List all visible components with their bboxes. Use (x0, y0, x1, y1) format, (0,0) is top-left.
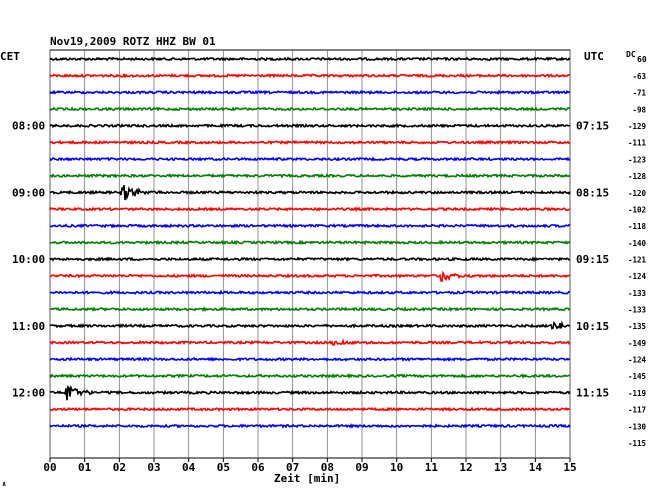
dc-offset-label: -120 (628, 189, 647, 198)
dc-offset-label: -128 (628, 172, 647, 181)
x-tick-label: 05 (217, 461, 230, 474)
right-hour-label: 07:15 (576, 120, 609, 133)
dc-offset-label: -145 (628, 372, 646, 381)
seismogram-trace (49, 406, 571, 413)
x-tick-label: 13 (494, 461, 507, 474)
dc-offset-label: -140 (628, 239, 647, 248)
seismogram-trace (49, 306, 571, 313)
dc-offset-label: -98 (632, 105, 646, 114)
x-tick-label: 06 (251, 461, 265, 474)
x-tick-label: 15 (563, 461, 576, 474)
right-hour-label: 08:15 (576, 186, 609, 199)
right-hour-label: 09:15 (576, 253, 609, 266)
dc-offset-label: -124 (628, 272, 647, 281)
dc-offset-label: -133 (628, 289, 647, 298)
right-hour-label: 10:15 (576, 320, 609, 333)
dc-offset-label: -133 (628, 306, 647, 315)
seismogram-trace (49, 89, 571, 96)
chart-labels: Nov19,2009 ROTZ HHZ BW 01 CET UTC DC 60 … (0, 35, 647, 488)
x-tick-label: 01 (78, 461, 92, 474)
dc-offset-label: -115 (628, 439, 646, 448)
corner-mark: ∧ (2, 480, 6, 488)
dc-offset-label: -118 (628, 222, 647, 231)
left-hour-label: 12:00 (12, 387, 45, 400)
dc-header-subscript: 60 (637, 55, 647, 64)
seismogram-trace (49, 384, 571, 401)
x-tick-label: 08 (321, 461, 334, 474)
seismogram-trace (49, 223, 571, 229)
dc-header-label: DC (626, 50, 636, 59)
x-tick-label: 00 (43, 461, 56, 474)
dc-offset-label: -130 (628, 422, 647, 431)
seismogram-trace (49, 185, 571, 201)
dc-offset-label: -135 (628, 322, 646, 331)
dc-offset-label: -111 (628, 139, 647, 148)
dc-offset-label: -124 (628, 356, 647, 365)
dc-offset-label: -129 (628, 122, 647, 131)
x-tick-label: 11 (425, 461, 439, 474)
dc-offset-label: -102 (628, 205, 646, 214)
right-timezone-label: UTC (584, 50, 604, 63)
x-tick-label: 09 (355, 461, 368, 474)
seismogram-trace (49, 320, 571, 330)
seismogram-traces (49, 56, 571, 429)
plot-frame (49, 49, 571, 459)
left-hour-label: 10:00 (12, 253, 45, 266)
left-hour-label: 08:00 (12, 120, 45, 133)
dc-offset-label: -117 (628, 406, 646, 415)
x-tick-label: 07 (286, 461, 299, 474)
seismogram-trace (49, 356, 571, 363)
seismogram-trace (49, 106, 571, 112)
seismogram-trace (49, 72, 571, 79)
seismogram-trace (49, 289, 571, 296)
dc-offset-label: -71 (632, 89, 646, 98)
chart-title: Nov19,2009 ROTZ HHZ BW 01 (50, 35, 216, 48)
seismogram-trace (49, 423, 571, 429)
dc-offset-label: -119 (628, 389, 647, 398)
seismogram-trace (49, 373, 571, 379)
seismogram-trace (49, 139, 571, 146)
seismogram-trace (49, 270, 571, 283)
right-hour-label: 11:15 (576, 387, 609, 400)
seismogram-trace (49, 239, 571, 246)
dc-offset-label: -149 (628, 339, 647, 348)
chart-grid (49, 49, 571, 462)
left-timezone-label: CET (0, 50, 20, 63)
x-axis-label: Zeit [min] (274, 472, 340, 485)
dc-offset-label: -121 (628, 255, 647, 264)
seismogram-trace (49, 56, 571, 62)
seismogram-trace (49, 173, 571, 179)
x-tick-label: 10 (390, 461, 403, 474)
left-hour-label: 11:00 (12, 320, 45, 333)
seismogram-trace (49, 338, 571, 346)
dc-offset-label: -63 (632, 72, 646, 81)
seismogram-trace (49, 122, 571, 129)
seismogram-trace (49, 206, 571, 212)
left-hour-label: 09:00 (12, 186, 45, 199)
x-tick-label: 12 (459, 461, 472, 474)
seismogram-trace (49, 156, 571, 162)
seismogram-trace (49, 256, 571, 262)
x-tick-label: 03 (147, 461, 160, 474)
x-tick-label: 02 (113, 461, 126, 474)
x-tick-label: 04 (182, 461, 196, 474)
dc-offset-label: -123 (628, 155, 647, 164)
x-tick-label: 14 (529, 461, 543, 474)
